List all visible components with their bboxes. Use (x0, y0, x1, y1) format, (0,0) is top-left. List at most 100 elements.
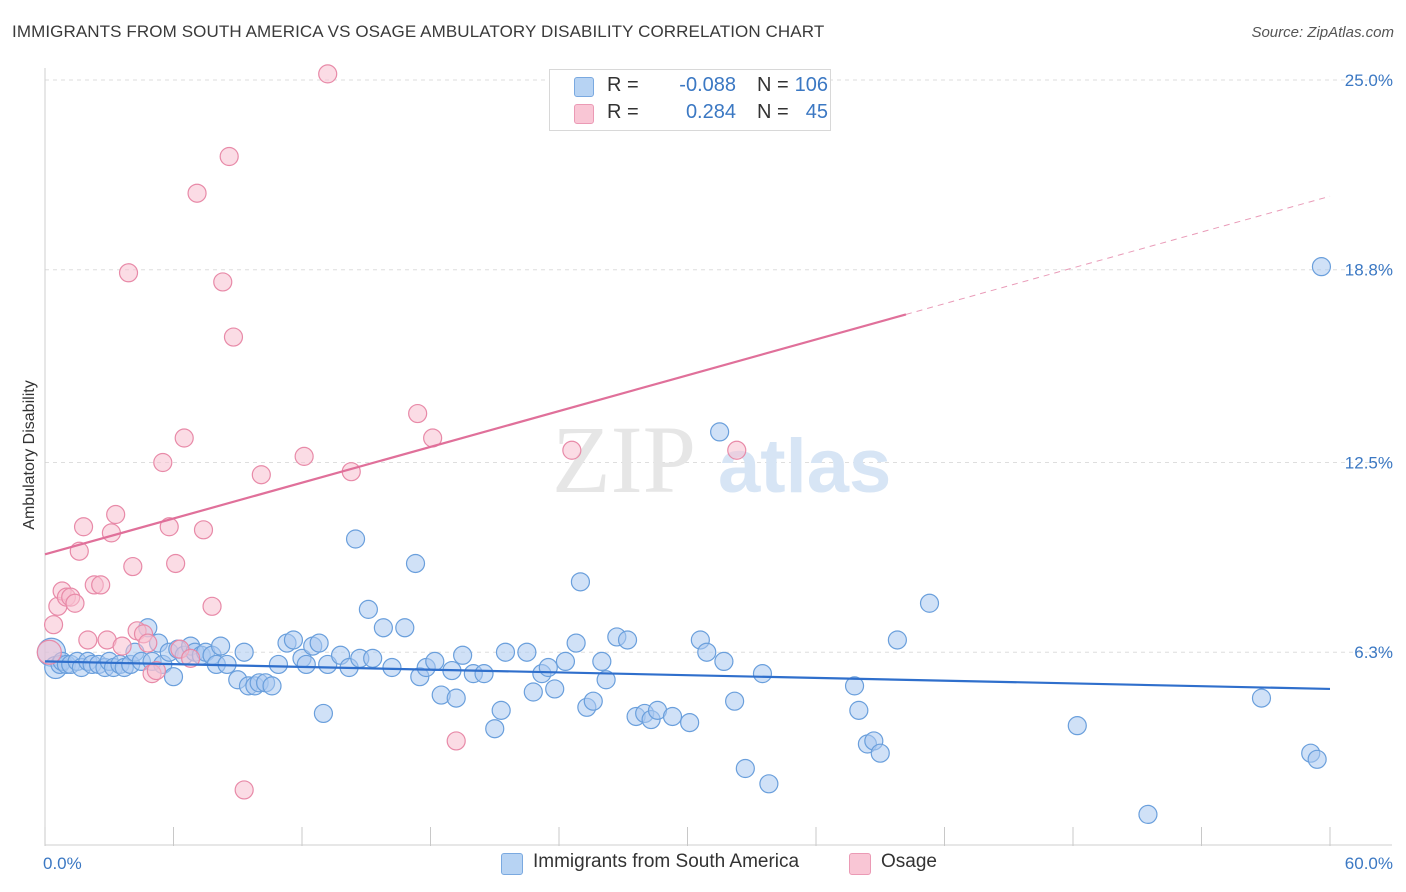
grid-lines (45, 79, 1392, 653)
legend-n-value: 106 (794, 74, 828, 96)
legend-n-value: 45 (805, 101, 828, 123)
point-immigrants (870, 743, 890, 763)
point-immigrants (596, 670, 616, 690)
point-osage (43, 615, 64, 635)
point-osage (446, 731, 466, 751)
correlation-legend: R = -0.088 N = 106 R = 0.284 N = 45 (549, 69, 831, 131)
point-immigrants (1067, 716, 1087, 736)
point-immigrants (592, 651, 612, 672)
legend-n-label: N = (757, 74, 789, 96)
point-immigrants (395, 618, 415, 638)
point-immigrants (313, 703, 334, 724)
legend-r-value: 0.284 (685, 101, 736, 123)
point-immigrants (714, 651, 734, 672)
point-osage (294, 446, 314, 466)
point-osage (562, 440, 582, 460)
watermark: ZIP atlas (552, 406, 891, 513)
trend-line-osage-projection (905, 195, 1331, 315)
point-osage (65, 593, 85, 613)
point-immigrants (617, 630, 638, 650)
point-osage (174, 428, 194, 448)
legend-row-immigrants: R = -0.088 N = 106 (574, 74, 828, 100)
watermark-atlas: atlas (718, 424, 891, 509)
x-tick-label: 0.0% (43, 854, 82, 873)
point-immigrants (735, 758, 755, 779)
legend-r-label: R = (607, 74, 639, 96)
point-osage (153, 452, 173, 473)
point-immigrants (425, 651, 445, 672)
legend-n-label: N = (757, 101, 789, 123)
point-immigrants (583, 691, 603, 711)
point-osage (251, 465, 271, 485)
point-immigrants (495, 642, 516, 662)
point-immigrants (1307, 749, 1327, 769)
point-immigrants (268, 654, 289, 675)
trend-line-osage (44, 313, 907, 556)
axes (44, 68, 1392, 846)
point-immigrants (373, 618, 393, 638)
point-immigrants (358, 599, 378, 619)
point-immigrants (538, 657, 558, 678)
point-osage (91, 575, 111, 595)
legend-swatch-pink (574, 104, 594, 124)
trend-lines (44, 195, 1331, 691)
point-osage (146, 660, 166, 681)
point-osage (78, 630, 98, 650)
point-immigrants (555, 651, 576, 672)
legend-row-osage: R = 0.284 N = 45 (574, 101, 828, 127)
point-immigrants (163, 667, 184, 687)
point-immigrants (680, 712, 700, 733)
point-immigrants (725, 691, 745, 711)
bottom-legend-swatch-blue (501, 853, 523, 875)
point-immigrants (262, 676, 282, 696)
point-immigrants (566, 633, 586, 653)
point-osage (159, 517, 179, 537)
point-immigrants (485, 719, 505, 739)
y-tick-label: 18.8% (1345, 261, 1393, 280)
tick-labels: 6.3% 12.5% 18.8% 25.0% 0.0% 60.0% (43, 71, 1393, 873)
point-immigrants (887, 630, 907, 650)
point-osage (166, 553, 186, 574)
point-immigrants (296, 654, 316, 675)
point-osage (106, 504, 126, 525)
point-osage (118, 263, 139, 283)
y-tick-label: 25.0% (1345, 71, 1393, 90)
point-immigrants (752, 664, 773, 684)
point-immigrants (759, 774, 779, 794)
point-osage (234, 780, 254, 800)
point-immigrants (405, 553, 426, 574)
point-immigrants (662, 706, 683, 727)
point-osage (36, 639, 62, 665)
point-immigrants (283, 630, 304, 650)
point-immigrants (570, 572, 591, 592)
trend-line-immigrants (44, 660, 1331, 691)
point-immigrants (491, 700, 511, 720)
x-tick-label: 60.0% (1345, 854, 1393, 873)
point-osage (123, 556, 143, 577)
point-osage (101, 523, 121, 543)
point-osage (187, 183, 207, 203)
legend-r-label: R = (607, 101, 639, 123)
point-immigrants (710, 422, 730, 442)
point-immigrants (446, 688, 466, 708)
point-osage (318, 64, 338, 84)
point-osage (112, 636, 132, 656)
point-osage (213, 272, 233, 292)
point-immigrants (474, 664, 494, 684)
point-osage (181, 648, 201, 668)
chart-title: IMMIGRANTS FROM SOUTH AMERICA VS OSAGE A… (12, 22, 825, 41)
legend-swatch-blue (574, 77, 594, 97)
y-tick-label: 6.3% (1354, 643, 1393, 662)
bottom-legend-label: Osage (881, 851, 937, 872)
point-osage (727, 440, 747, 460)
point-osage (193, 520, 214, 540)
point-osage (408, 403, 428, 424)
point-immigrants (345, 529, 366, 549)
y-axis-label: Ambulatory Disability (21, 380, 38, 529)
bottom-legend-label: Immigrants from South America (533, 851, 800, 872)
point-osage (219, 146, 239, 167)
point-immigrants (1311, 257, 1332, 277)
point-immigrants (382, 657, 402, 678)
point-osage (223, 327, 244, 347)
point-immigrants (309, 633, 329, 653)
